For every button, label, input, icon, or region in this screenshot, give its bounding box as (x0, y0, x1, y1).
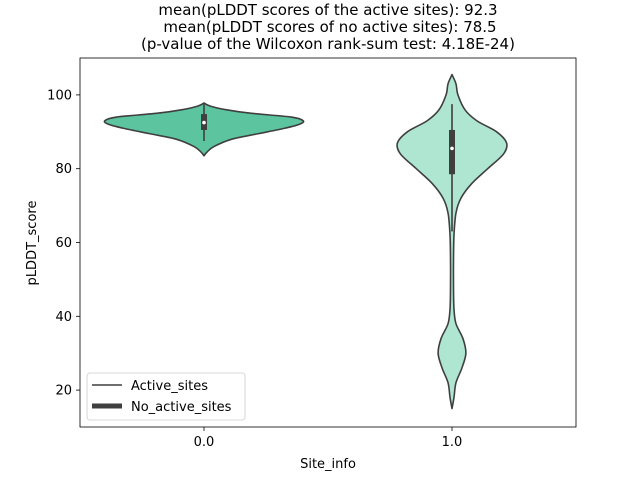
violins-layer (103, 73, 508, 410)
chart-title-line-2: mean(pLDDT scores of no active sites): 7… (163, 18, 496, 36)
violin-median-0.0 (202, 120, 206, 125)
legend-label-no-active-sites: No_active_sites (131, 400, 232, 415)
x-axis: 0.0 1.0 (194, 427, 463, 450)
y-tick-label-80: 80 (55, 162, 72, 177)
x-tick-label-0: 0.0 (194, 435, 215, 450)
x-axis-label: Site_info (300, 457, 356, 472)
y-tick-label-40: 40 (55, 310, 72, 325)
plot-frame (79, 57, 577, 428)
y-tick-label-20: 20 (55, 384, 72, 399)
violin-body-1.0 (396, 73, 508, 410)
legend-label-active-sites: Active_sites (131, 379, 208, 394)
y-axis: 20 40 60 80 100 (47, 88, 80, 399)
chart-title-line-1: mean(pLDDT scores of the active sites): … (158, 1, 497, 19)
chart-title-line-3: (p-value of the Wilcoxon rank-sum test: … (141, 35, 515, 53)
y-axis-label: pLDDT_score (25, 201, 40, 286)
violin-iqr-box-1.0 (449, 129, 455, 175)
y-tick-label-100: 100 (47, 88, 72, 103)
legend: Active_sites No_active_sites (86, 372, 246, 421)
x-tick-label-1: 1.0 (442, 435, 463, 450)
y-tick-label-60: 60 (55, 236, 72, 251)
legend-box (86, 372, 246, 421)
violin-median-1.0 (450, 146, 454, 151)
